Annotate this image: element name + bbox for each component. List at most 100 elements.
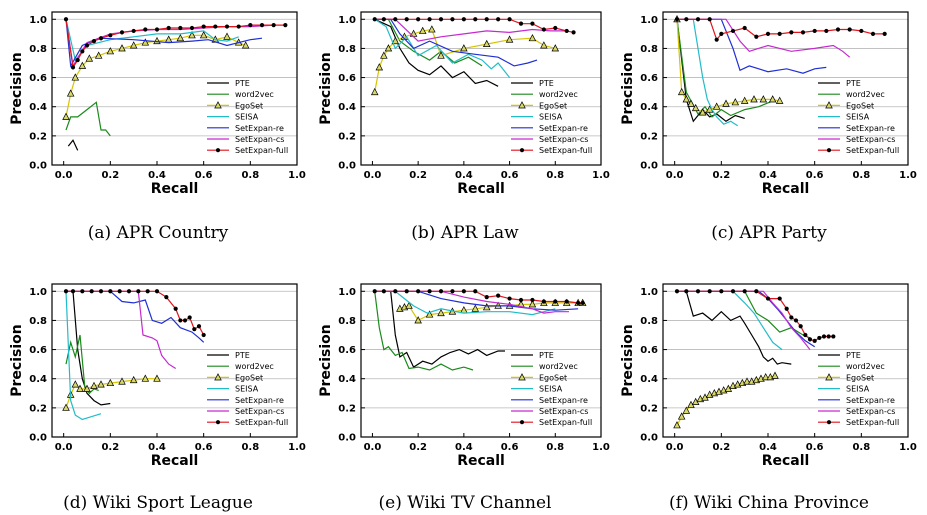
- series-line-egoset: [676, 375, 776, 426]
- setexpan-full-point: [136, 289, 141, 294]
- x-tick-label: 0.2: [409, 170, 427, 181]
- x-tick-label: 0.0: [364, 170, 382, 181]
- legend-label: SetExpan-re: [846, 124, 895, 133]
- setexpan-full-point: [187, 315, 192, 320]
- setexpan-full-point: [719, 289, 724, 294]
- egoset-point: [188, 31, 196, 39]
- legend-label: SEISA: [846, 385, 870, 394]
- setexpan-full-point: [789, 315, 794, 320]
- series-line-setexpan-re: [677, 290, 816, 348]
- setexpan-full-point: [145, 289, 150, 294]
- y-tick-label: 0.2: [640, 403, 658, 414]
- setexpan-full-point: [143, 27, 148, 32]
- setexpan-full-point: [695, 17, 701, 22]
- y-tick-label: 1.0: [338, 15, 356, 26]
- setexpan-full-point: [707, 17, 712, 22]
- chart-panel: 0.0 0.2 0.4 0.6 0.8 1.0 0.0 0.2 0.4 0.6 0.8 1.0 Reca…: [9, 283, 306, 513]
- x-tick-label: 0.2: [712, 442, 730, 453]
- setexpan-full-point: [817, 335, 822, 341]
- y-tick-label: 0.6: [640, 345, 658, 356]
- legend-marker: [826, 148, 832, 153]
- setexpan-full-point: [730, 289, 736, 294]
- y-axis-label: Precision: [318, 324, 334, 396]
- legend-label: SetExpan-re: [846, 396, 895, 405]
- egoset-point: [437, 308, 445, 317]
- egoset-point: [153, 374, 161, 382]
- setexpan-full-point: [695, 289, 701, 294]
- chart-panel: 0.0 0.2 0.4 0.6 0.8 1.0 0.0 0.2 0.4 0.6 0.8 1.0 Reca…: [318, 11, 610, 243]
- setexpan-full-point: [393, 289, 398, 294]
- x-tick-label: 0.0: [666, 170, 684, 181]
- setexpan-full-point: [784, 306, 789, 311]
- setexpan-full-point: [450, 289, 455, 294]
- series-line-word2vec: [677, 290, 811, 339]
- egoset-point: [78, 61, 87, 69]
- series-line-seisa: [374, 18, 511, 78]
- y-tick-label: 0.2: [640, 131, 658, 142]
- x-tick-label: 0.6: [501, 442, 519, 453]
- setexpan-full-point: [427, 289, 432, 294]
- setexpan-full-point: [438, 289, 444, 294]
- setexpan-full-point: [192, 327, 197, 332]
- x-tick-label: 0.0: [666, 442, 684, 453]
- legend-label: PTE: [235, 79, 250, 88]
- setexpan-full-point: [742, 25, 747, 31]
- legend-marker: [519, 420, 525, 425]
- x-tick-label: 0.4: [455, 170, 473, 181]
- legend-marker: [215, 148, 221, 153]
- legend-label: word2vec: [846, 362, 885, 371]
- series-line-setexpan-re: [677, 18, 827, 74]
- setexpan-full-point: [473, 289, 478, 294]
- setexpan-full-point: [196, 324, 202, 329]
- egoset-point: [199, 31, 208, 39]
- series-line-setexpan-re: [374, 18, 538, 67]
- setexpan-full-point: [831, 334, 836, 339]
- egoset-point: [677, 87, 686, 96]
- egoset-point: [761, 373, 770, 381]
- setexpan-full-point: [684, 289, 689, 294]
- egoset-point: [414, 316, 422, 324]
- legend-label: SetExpan-cs: [235, 407, 284, 416]
- setexpan-full-point: [131, 28, 136, 34]
- subfigure-caption: (c) APR Party: [711, 223, 827, 243]
- setexpan-full-point: [580, 300, 585, 306]
- setexpan-full-point: [530, 297, 535, 303]
- x-axis-label: Recall: [457, 453, 505, 469]
- egoset-point: [418, 26, 427, 34]
- series-line-egoset: [374, 28, 556, 93]
- setexpan-full-point: [461, 17, 466, 22]
- y-tick-label: 0.4: [338, 374, 356, 385]
- x-tick-label: 0.6: [195, 442, 213, 453]
- setexpan-full-point: [75, 57, 80, 63]
- setexpan-full-point: [719, 31, 724, 36]
- y-axis-label: Precision: [9, 324, 25, 396]
- subfigure-caption: (e) Wiki TV Channel: [379, 493, 552, 513]
- x-tick-label: 0.4: [148, 442, 166, 453]
- chart-panel: 0.0 0.2 0.4 0.6 0.8 1.0 0.0 0.2 0.4 0.6 0.8 1.0 Reca…: [318, 283, 610, 513]
- plot-frame: [51, 283, 298, 438]
- y-axis-label: Precision: [9, 52, 25, 124]
- setexpan-full-point: [473, 17, 478, 22]
- x-tick-label: 0.6: [806, 442, 824, 453]
- y-tick-label: 0.4: [29, 374, 47, 385]
- legend-label: SEISA: [539, 113, 563, 122]
- y-tick-label: 0.2: [29, 131, 47, 142]
- setexpan-full-point: [84, 43, 90, 48]
- subfigure-caption: (b) APR Law: [411, 223, 519, 243]
- x-tick-label: 0.4: [759, 442, 777, 453]
- setexpan-full-point: [507, 17, 512, 22]
- setexpan-full-point: [189, 25, 195, 31]
- y-tick-label: 0.8: [640, 44, 658, 55]
- x-tick-label: 0.8: [852, 442, 870, 453]
- setexpan-full-point: [518, 297, 524, 303]
- y-tick-label: 1.0: [29, 287, 47, 298]
- egoset-point: [437, 51, 445, 59]
- egoset-point: [768, 95, 777, 103]
- y-tick-label: 0.8: [29, 44, 47, 55]
- y-tick-label: 1.0: [338, 287, 356, 298]
- egoset-point: [405, 301, 413, 309]
- legend-marker: [214, 101, 222, 109]
- egoset-point: [673, 421, 681, 429]
- egoset-point: [743, 377, 751, 385]
